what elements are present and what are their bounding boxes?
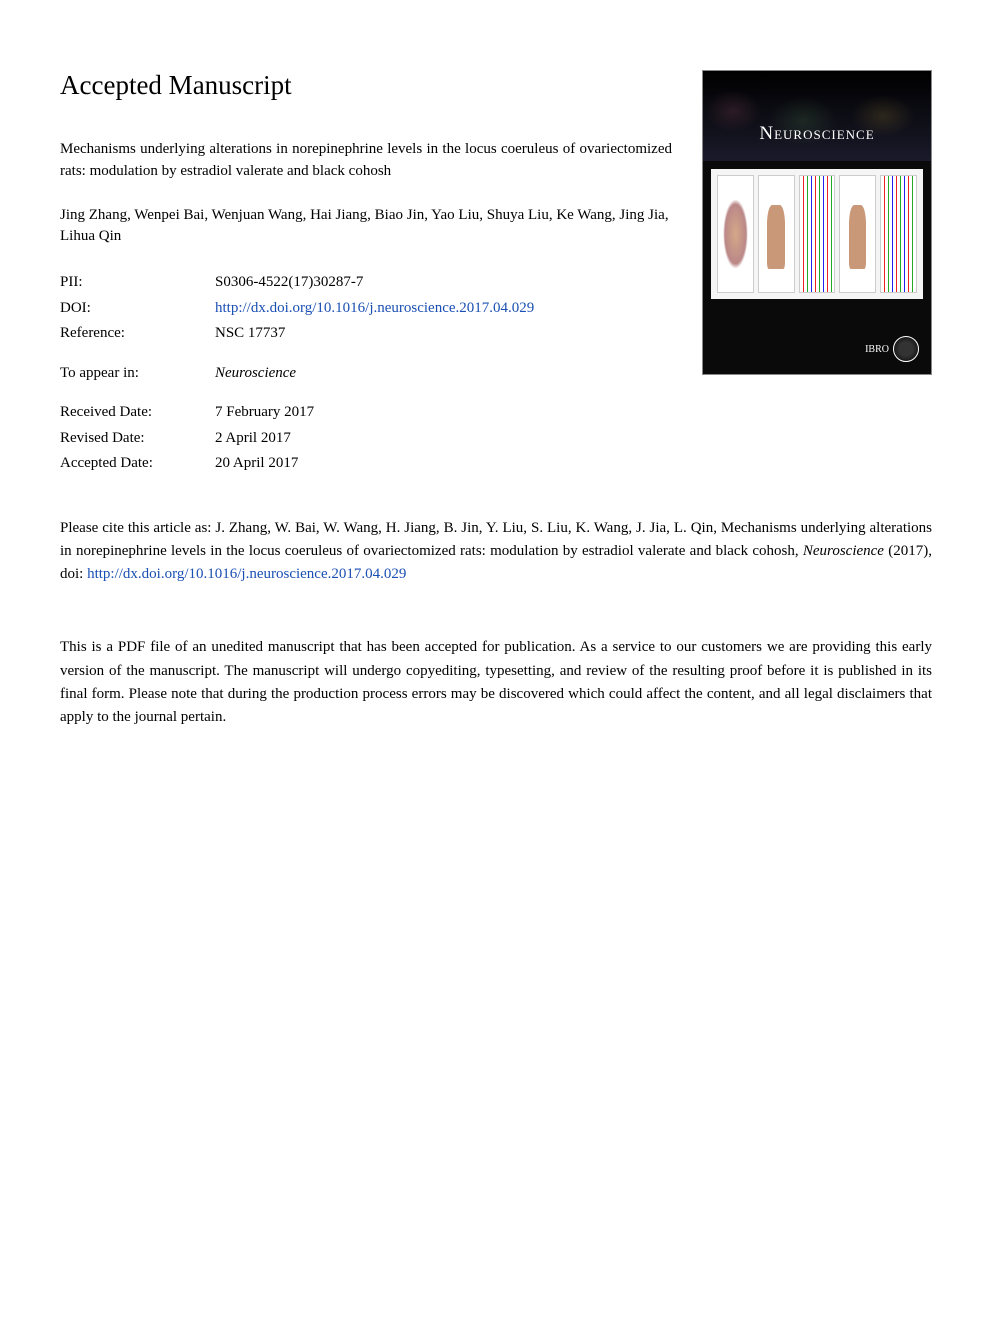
meta-row-revised: Revised Date: 2 April 2017 <box>60 426 672 452</box>
citation-block: Please cite this article as: J. Zhang, W… <box>60 517 932 587</box>
cover-panel-hand2-icon <box>839 175 876 293</box>
author-list: Jing Zhang, Wenpei Bai, Wenjuan Wang, Ha… <box>60 205 672 249</box>
meta-row-accepted: Accepted Date: 20 April 2017 <box>60 451 672 477</box>
ibro-logo-icon <box>893 336 919 362</box>
cover-header: Neuroscience <box>703 71 931 161</box>
cover-panel-hand-icon <box>758 175 795 293</box>
revised-label: Revised Date: <box>60 426 215 452</box>
left-column: Accepted Manuscript Mechanisms underlyin… <box>60 70 672 477</box>
appear-value: Neuroscience <box>215 361 296 387</box>
citation-prefix: Please cite this article as: J. Zhang, W… <box>60 520 932 559</box>
accepted-label: Accepted Date: <box>60 451 215 477</box>
cover-figure-strip <box>711 169 923 299</box>
disclaimer-text: This is a PDF file of an unedited manusc… <box>60 636 932 729</box>
doi-label: DOI: <box>60 296 215 322</box>
metadata-table: PII: S0306-4522(17)30287-7 DOI: http://d… <box>60 270 672 477</box>
meta-row-appear: To appear in: Neuroscience <box>60 361 672 387</box>
cover-publisher: IBRO <box>865 336 919 362</box>
journal-cover-thumbnail: Neuroscience IBRO <box>702 70 932 375</box>
citation-doi-link[interactable]: http://dx.doi.org/10.1016/j.neuroscience… <box>87 566 406 582</box>
cover-panel-brain-icon <box>717 175 754 293</box>
meta-row-doi: DOI: http://dx.doi.org/10.1016/j.neurosc… <box>60 296 672 322</box>
article-title: Mechanisms underlying alterations in nor… <box>60 139 672 183</box>
cover-panel-waveform2-icon <box>880 175 917 293</box>
pii-value: S0306-4522(17)30287-7 <box>215 270 363 296</box>
revised-value: 2 April 2017 <box>215 426 291 452</box>
cover-panel-waveform-icon <box>799 175 836 293</box>
page-heading: Accepted Manuscript <box>60 70 672 101</box>
doi-link[interactable]: http://dx.doi.org/10.1016/j.neuroscience… <box>215 296 534 322</box>
accepted-value: 20 April 2017 <box>215 451 298 477</box>
cover-journal-name: Neuroscience <box>703 123 931 145</box>
pii-label: PII: <box>60 270 215 296</box>
reference-label: Reference: <box>60 321 215 347</box>
appear-label: To appear in: <box>60 361 215 387</box>
top-section: Accepted Manuscript Mechanisms underlyin… <box>60 70 932 477</box>
received-value: 7 February 2017 <box>215 400 314 426</box>
reference-value: NSC 17737 <box>215 321 285 347</box>
meta-row-reference: Reference: NSC 17737 <box>60 321 672 347</box>
received-label: Received Date: <box>60 400 215 426</box>
meta-row-received: Received Date: 7 February 2017 <box>60 400 672 426</box>
publisher-abbrev: IBRO <box>865 344 889 355</box>
citation-journal: Neuroscience <box>803 543 884 559</box>
meta-row-pii: PII: S0306-4522(17)30287-7 <box>60 270 672 296</box>
